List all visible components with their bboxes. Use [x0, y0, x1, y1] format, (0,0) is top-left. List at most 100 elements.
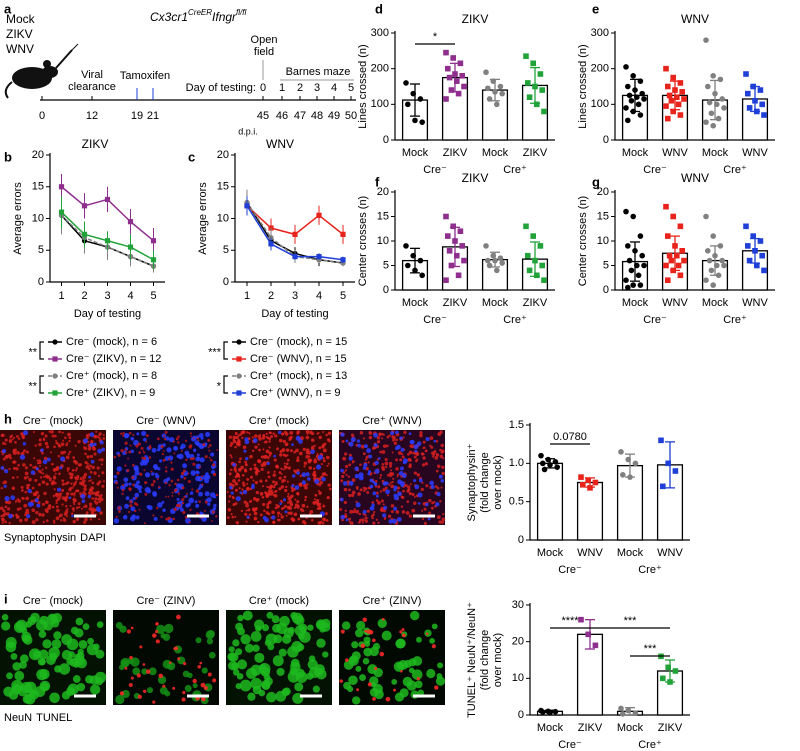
micrograph-feature: [252, 497, 257, 501]
sig-label: ***: [644, 643, 658, 655]
micrograph-feature: [178, 503, 181, 507]
micrograph-feature: [308, 466, 313, 470]
micrograph-feature: [425, 632, 429, 636]
micrograph-feature: [0, 506, 4, 511]
micrograph-feature: [254, 518, 257, 521]
micrograph-feature: [343, 660, 354, 670]
micrograph-feature: [355, 509, 360, 514]
micrograph-feature: [61, 431, 64, 434]
micrograph-feature: [363, 489, 366, 492]
micrograph-feature: [289, 430, 294, 435]
micrograph-feature: [325, 455, 330, 460]
micrograph-feature: [327, 483, 331, 487]
micrograph-feature: [200, 436, 204, 440]
x-tick-label: ZIKV: [658, 722, 683, 734]
micrograph-feature: [7, 453, 12, 458]
micrograph-feature: [100, 458, 104, 462]
micrograph-feature: [177, 441, 180, 444]
data-point: [623, 64, 629, 70]
micrograph-feature: [430, 506, 434, 510]
data-point: [667, 679, 673, 685]
data-point: [494, 101, 500, 108]
micrograph-feature: [242, 483, 246, 487]
testing-day: 4: [331, 82, 337, 94]
data-point: [743, 223, 749, 230]
micrograph-feature: [396, 517, 402, 522]
micrograph-feature: [305, 429, 310, 434]
micrograph-feature: [1, 433, 5, 437]
micrograph-feature: [148, 667, 157, 676]
micrograph-feature: [264, 479, 268, 482]
micrograph-feature: [244, 462, 248, 466]
group-label: Cre⁻: [558, 564, 582, 576]
micrograph-feature: [123, 433, 130, 439]
micrograph-feature: [382, 444, 387, 448]
micrograph-feature: [325, 474, 328, 477]
micrograph-feature: [210, 452, 215, 457]
micrograph-feature: [17, 463, 20, 467]
y-tick-label: 0: [603, 284, 609, 296]
micrograph-feature: [90, 459, 95, 464]
micrograph-feature: [435, 469, 439, 473]
micrograph-feature: [424, 462, 429, 466]
micrograph-feature: [164, 481, 168, 485]
image-label: Cre⁻ (mock): [23, 415, 83, 427]
micrograph-feature: [242, 610, 253, 621]
micrograph-feature: [288, 506, 293, 511]
micrograph-feature: [351, 478, 356, 482]
micrograph-feature: [170, 479, 174, 483]
micrograph-feature: [257, 443, 260, 446]
micrograph-feature: [140, 446, 144, 450]
data-point: [632, 710, 639, 716]
micrograph-feature: [147, 505, 153, 511]
micrograph-feature: [278, 487, 282, 491]
micrograph-feature: [322, 459, 326, 463]
micrograph-feature: [99, 440, 104, 445]
micrograph-feature: [254, 480, 259, 485]
micrograph-feature: [2, 457, 6, 461]
micrograph-feature: [26, 476, 29, 479]
micrograph-feature: [86, 462, 90, 466]
data-point: [757, 238, 764, 244]
bar: [576, 481, 604, 541]
data-point: [410, 252, 417, 259]
mouse-icon: [4, 43, 79, 99]
micrograph-feature: [15, 619, 28, 632]
micrograph-feature: [180, 474, 184, 479]
micrograph-feature: [306, 672, 314, 680]
micrograph-feature: [423, 507, 427, 511]
data-point: [547, 462, 553, 468]
micrograph-feature: [228, 482, 233, 487]
micrograph-feature: [29, 463, 33, 467]
micrograph-feature: [327, 431, 332, 436]
micrograph-feature: [295, 448, 299, 453]
micrograph-feature: [230, 491, 234, 495]
data-point: [630, 213, 636, 220]
micrograph-feature: [373, 443, 378, 448]
micrograph-feature: [95, 649, 105, 659]
micrograph-feature: [73, 494, 76, 497]
micrograph-feature: [437, 432, 442, 437]
micrograph-feature: [381, 450, 386, 454]
micrograph-feature: [325, 433, 328, 437]
micrograph-feature: [228, 472, 232, 476]
micrograph-feature: [120, 449, 124, 453]
micrograph-feature: [356, 688, 360, 692]
micrograph-feature: [271, 615, 280, 624]
micrograph-feature: [272, 485, 276, 489]
micrograph-feature: [344, 469, 348, 472]
micrograph-feature: [134, 509, 137, 513]
micrograph-feature: [228, 646, 235, 653]
image-label: Cre⁻ (WNV): [136, 415, 196, 427]
micrograph-feature: [119, 625, 127, 633]
micrograph-feature: [167, 516, 171, 520]
micrograph-feature: [28, 688, 36, 697]
micrograph-feature: [75, 617, 84, 626]
micrograph-feature: [289, 502, 294, 507]
micrograph-feature: [272, 432, 275, 435]
data-point: [721, 105, 727, 111]
micrograph-feature: [0, 487, 3, 490]
micrograph-feature: [371, 503, 375, 507]
panel-letter: i: [4, 591, 8, 606]
micrograph-feature: [361, 518, 365, 522]
